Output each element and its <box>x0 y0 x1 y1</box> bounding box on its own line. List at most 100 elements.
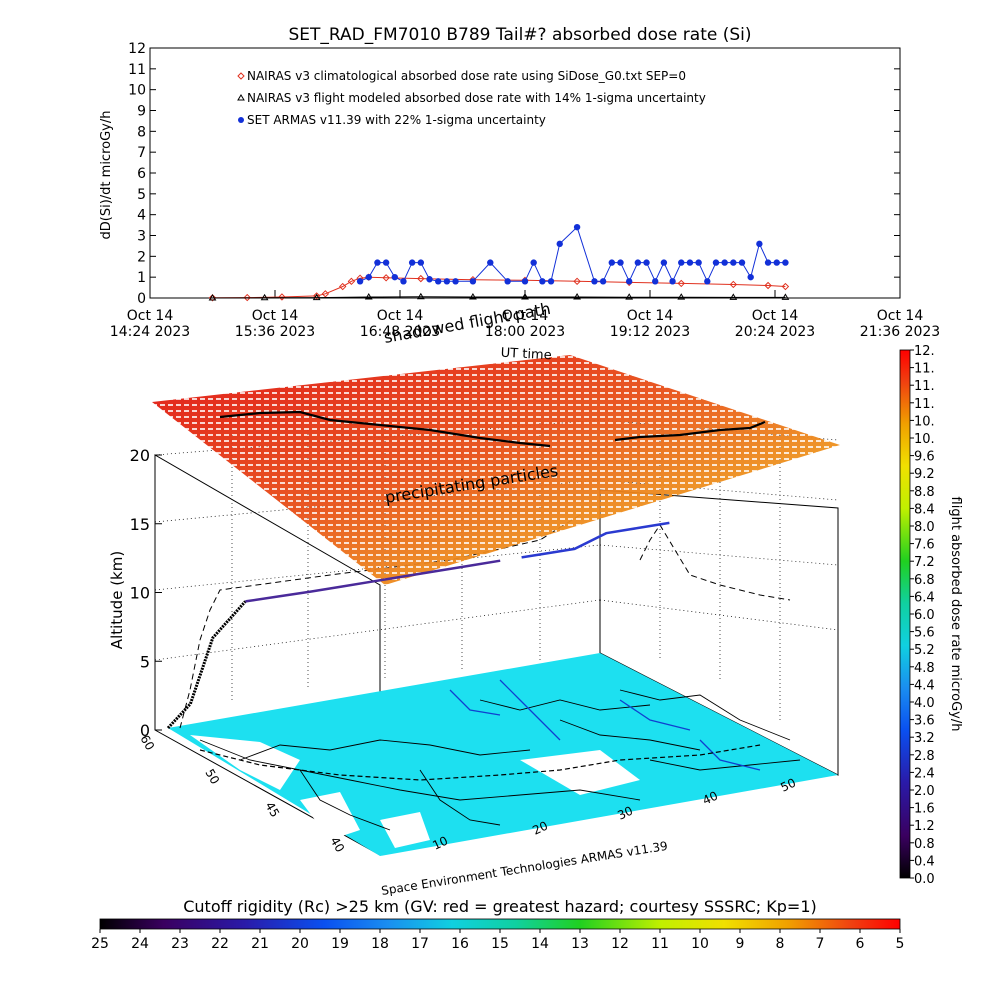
dose-colorbar-label: flight absorbed dose rate microGy/h <box>948 497 963 732</box>
top-y-tick-label: 7 <box>137 145 146 161</box>
rigidity-colorbar-tick-label: 24 <box>131 936 149 952</box>
nairas-climatological-point <box>208 294 217 302</box>
rigidity-colorbar-tick-label: 15 <box>491 936 509 952</box>
nairas-climatological-point <box>677 279 685 288</box>
altitude-axis-ticks: 0 5 10 15 20 <box>130 446 162 740</box>
dose-colorbar-tick-label: 2.4 <box>914 766 935 781</box>
nairas-climatological-point <box>729 280 738 289</box>
dose-colorbar-tick-label: 5.6 <box>914 626 935 641</box>
top-x-tick-label-time: 21:36 2023 <box>860 324 940 340</box>
nairas-flight-point <box>312 293 321 301</box>
armas-point <box>686 259 694 266</box>
dose-colorbar-tick-label: 6.8 <box>914 573 935 588</box>
armas-point <box>556 240 563 248</box>
top-y-tick-label: 3 <box>137 229 146 245</box>
ground-track <box>199 744 761 781</box>
rigidity-colorbar-tick-label: 22 <box>211 936 229 952</box>
rigidity-colorbar-tick-label: 11 <box>651 936 669 952</box>
dose-colorbar-tick-label: 0.0 <box>914 872 935 887</box>
armas-point <box>365 273 372 281</box>
armas-point <box>634 259 642 266</box>
flight-path-3d <box>166 521 670 730</box>
upper-flight-trace <box>219 410 551 448</box>
armas-point <box>652 278 659 285</box>
nairas-flight-point <box>416 292 425 300</box>
nairas-climatological-point <box>382 274 390 282</box>
dose-colorbar-tick-label: 5.2 <box>914 643 935 658</box>
top-y-tick-label: 9 <box>137 104 146 120</box>
altitude-tick-label: 5 <box>140 652 150 671</box>
altitude-tick-label: 0 <box>140 721 150 740</box>
ground-rivers <box>449 679 761 771</box>
dose-colorbar-tick-label: 7.2 <box>914 555 935 570</box>
upper-flight-trace-right <box>614 420 766 442</box>
nairas-flight-point <box>677 293 686 300</box>
nairas-flight-point <box>729 293 738 300</box>
armas-point <box>730 259 737 266</box>
series-armas-line <box>359 226 786 283</box>
series-line-0 <box>212 276 786 299</box>
dose-colorbar-tick-label: 3.2 <box>914 731 935 746</box>
back-wall-right <box>599 489 839 776</box>
armas-point <box>704 278 711 285</box>
longitude-tick-label: 40 <box>700 789 720 808</box>
longitude-tick-label: 10 <box>430 834 450 853</box>
ground-land-white <box>190 735 640 848</box>
rigidity-colorbar-ramp <box>99 918 901 930</box>
armas-point <box>599 278 607 285</box>
top-x-tick-label-date: Oct 14 <box>877 308 924 324</box>
rigidity-colorbar-tick-label: 16 <box>451 936 469 952</box>
armas-point <box>756 240 763 248</box>
top-x-tick-label-date: Oct 14 <box>752 308 799 324</box>
dose-colorbar-tick-label: 3.6 <box>914 714 935 729</box>
latitude-tick-label: 45 <box>262 800 282 820</box>
nairas-flight-point <box>208 294 217 301</box>
dose-colorbar-tick-label: 11. <box>914 379 935 394</box>
nairas-climatological-point <box>573 277 581 286</box>
armas-point <box>408 259 416 266</box>
dose-colorbar-tick-label: 0.8 <box>914 837 935 852</box>
legend-swatch <box>237 94 245 101</box>
rigidity-colorbar-tick-label: 5 <box>896 936 905 952</box>
precipitation-sheet <box>152 355 840 585</box>
dose-colorbar-tick-label: 1.2 <box>914 819 935 834</box>
rigidity-colorbar-tick-label: 18 <box>371 936 389 952</box>
dose-colorbar-tick-label: 4.0 <box>914 696 935 711</box>
dose-colorbar-ticks: 0.0 0.4 0.8 1.2 1.6 2.0 2.4 2.8 3.2 3.6 4.0 4.4 4.8 5… <box>910 344 935 887</box>
dose-colorbar-tick-label: 11. <box>914 397 935 412</box>
rigidity-colorbar-tick-label: 19 <box>331 936 349 952</box>
armas-point <box>617 259 624 266</box>
dose-colorbar-tick-label: 10. <box>914 432 935 447</box>
armas-point <box>573 223 581 231</box>
top-chart-title: SET_RAD_FM7010 B789 Tail#? absorbed dose… <box>288 25 751 45</box>
armas-point <box>487 259 494 266</box>
top-y-tick-label: 10 <box>128 83 146 99</box>
nairas-flight-point <box>469 292 477 300</box>
dose-colorbar-tick-label: 10. <box>914 414 935 429</box>
rigidity-colorbar-tick-label: 17 <box>411 936 429 952</box>
dose-colorbar-tick-label: 6.4 <box>914 590 935 605</box>
nairas-flight-point <box>625 293 634 300</box>
top-y-tick-label: 6 <box>137 166 146 182</box>
rigidity-colorbar-tick-label: 10 <box>691 936 709 952</box>
armas-point <box>738 259 746 266</box>
armas-point <box>712 259 720 266</box>
rigidity-colorbar-tick-label: 14 <box>531 936 549 952</box>
armas-point <box>625 278 633 285</box>
top-y-tick-label: 4 <box>137 208 146 224</box>
dose-colorbar-tick-label: 9.6 <box>914 450 935 465</box>
top-x-tick-label-time: 20:24 2023 <box>735 324 815 340</box>
armas-point <box>443 278 451 285</box>
armas-point <box>643 259 650 266</box>
armas-point <box>773 259 780 266</box>
altitude-tick-label: 10 <box>130 584 150 603</box>
armas-point <box>608 259 616 266</box>
rigidity-colorbar-tick-label: 12 <box>611 936 629 952</box>
armas-point <box>721 259 728 266</box>
latitude-axis-ticks: 60 50 45 40 <box>137 733 347 855</box>
dose-colorbar-tick-label: 0.4 <box>914 854 935 869</box>
